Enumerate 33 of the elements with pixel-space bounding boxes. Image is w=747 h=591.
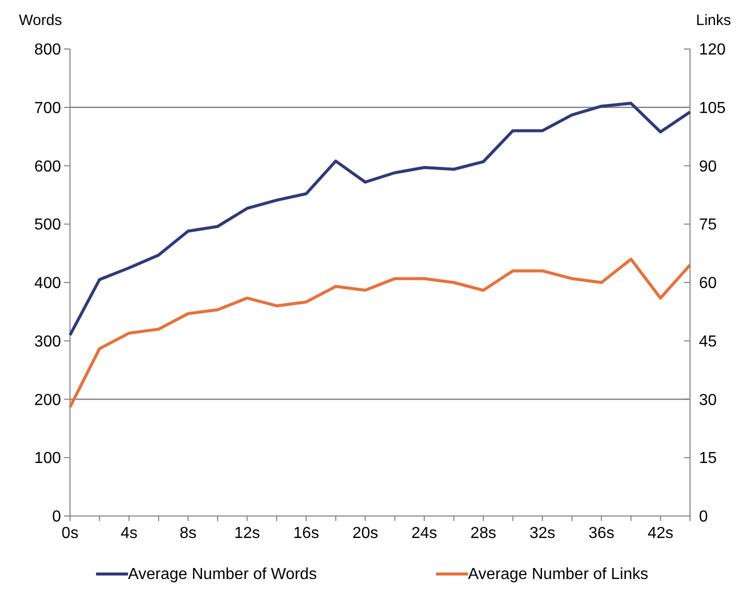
- x-tick-label: 42s: [648, 525, 674, 542]
- x-tick-label: 16s: [293, 525, 320, 542]
- y-axis-title: Words: [18, 12, 62, 29]
- y-tick-label: 800: [34, 42, 62, 59]
- y-tick-label: 600: [34, 158, 62, 176]
- y2-tick-label: 60: [699, 275, 717, 292]
- y-tick-label: 100: [34, 450, 62, 468]
- y2-tick-label: 15: [699, 450, 717, 468]
- y-tick-label: 200: [34, 392, 62, 409]
- y-tick-label: 0: [52, 508, 62, 526]
- x-tick-label: 8s: [180, 525, 197, 542]
- legend-label: Average Number of Words: [128, 566, 317, 583]
- y2-tick-label: 90: [699, 158, 717, 176]
- y2-tick-label: 120: [699, 42, 726, 59]
- x-tick-label: 28s: [470, 525, 496, 542]
- y-tick-label: 700: [34, 100, 62, 117]
- x-tick-label: 12s: [234, 525, 260, 542]
- y-tick-label: 500: [34, 216, 62, 234]
- y2-tick-label: 0: [699, 508, 708, 526]
- x-tick-label: 4s: [120, 525, 138, 542]
- legend-label: Average Number of Links: [468, 566, 648, 583]
- y2-axis-title: Links: [696, 12, 732, 29]
- y2-tick-label: 75: [699, 216, 717, 234]
- x-tick-label: 0s: [62, 525, 78, 542]
- x-tick-label: 36s: [588, 525, 614, 542]
- y-tick-label: 300: [34, 333, 62, 350]
- y2-tick-label: 105: [699, 100, 726, 117]
- x-tick-label: 32s: [529, 525, 556, 542]
- y2-tick-label: 30: [699, 392, 717, 409]
- y-tick-label: 400: [34, 275, 62, 292]
- x-tick-label: 20s: [352, 525, 378, 542]
- y2-tick-label: 45: [699, 333, 717, 350]
- x-tick-label: 24s: [411, 525, 438, 542]
